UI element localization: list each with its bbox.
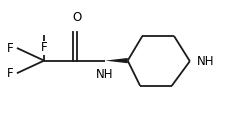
- Text: F: F: [40, 41, 47, 54]
- Text: NH: NH: [96, 68, 113, 81]
- Text: F: F: [7, 42, 13, 54]
- Text: O: O: [72, 11, 81, 24]
- Polygon shape: [105, 58, 127, 63]
- Text: NH: NH: [196, 55, 214, 68]
- Text: F: F: [7, 67, 13, 80]
